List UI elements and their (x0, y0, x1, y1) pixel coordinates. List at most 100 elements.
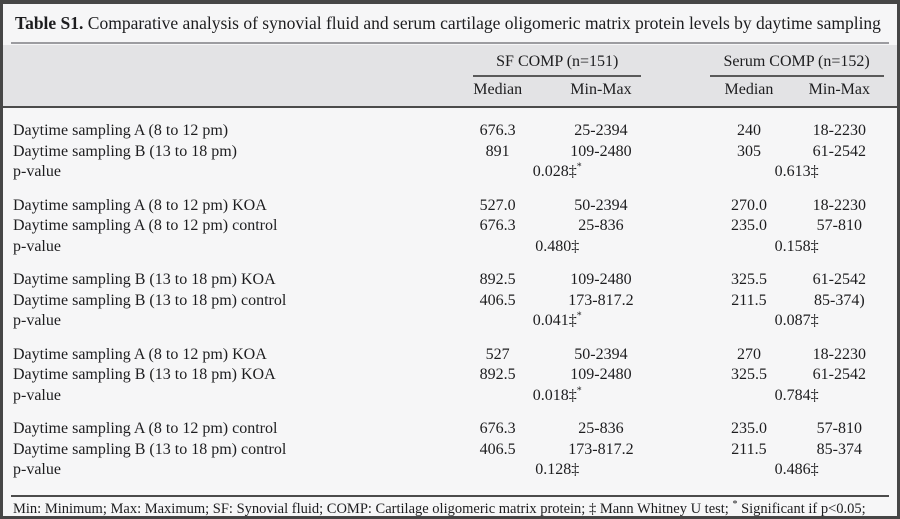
col-header-serum-minmax: Min-Max (808, 81, 870, 98)
footnote-text: Significant if p<0.05; KOA: Knee osteoar… (741, 500, 866, 517)
column-gap (661, 162, 707, 183)
serum-median-value: 270.0 (730, 196, 767, 214)
table-caption: Table S1. Comparative analysis of synovi… (3, 4, 897, 39)
sf-minmax-value: 173-817.2 (568, 291, 634, 309)
sf-p-value: 0.028‡* (532, 161, 582, 180)
table-row: Daytime sampling B (13 to 18 pm) KOA 892… (3, 270, 897, 291)
table-row: Daytime sampling A (8 to 12 pm) KOA 527 … (3, 345, 897, 366)
table-row: Daytime sampling A (8 to 12 pm) 676.3 25… (3, 121, 897, 142)
column-gap (661, 419, 707, 440)
caption-divider (11, 42, 889, 44)
column-gap (661, 311, 707, 332)
empty-header-cell (13, 51, 454, 77)
sf-median-value: 676.3 (479, 122, 516, 139)
table-row: Daytime sampling A (8 to 12 pm) KOA 527.… (3, 196, 897, 217)
serum-minmax-value: 85-374 (816, 440, 862, 458)
serum-median-value: 325.5 (730, 271, 767, 288)
column-group-serum-label: Serum COMP (n=152) (723, 53, 870, 70)
sf-median-value: 892.5 (479, 366, 516, 383)
serum-minmax-value: 85-374) (814, 291, 865, 309)
sf-minmax-value: 109-2480 (570, 366, 632, 383)
column-gap (661, 216, 707, 237)
column-gap (661, 79, 707, 101)
footnote-text: Min: Minimum; Max: Maximum; SF: Synovial… (13, 500, 733, 517)
serum-median-value: 240 (736, 122, 761, 139)
serum-minmax-value: 18-2230 (812, 345, 866, 363)
sf-minmax-value: 25-2394 (574, 122, 628, 139)
sf-minmax-value: 25-836 (578, 217, 624, 234)
sf-p-value: 0.480‡ (535, 237, 580, 255)
comparison-block: Daytime sampling A (8 to 12 pm) KOA 527 … (3, 345, 897, 407)
table-row: Daytime sampling B (13 to 18 pm) control… (3, 440, 897, 461)
table-number-label: Table S1. (15, 13, 84, 33)
column-group-serum: Serum COMP (n=152) (706, 51, 887, 77)
sf-group-underline (473, 75, 642, 77)
empty-header-cell (13, 79, 454, 101)
serum-p-value: 0.158‡ (774, 237, 819, 255)
row-label: Daytime sampling A (8 to 12 pm) KOA (13, 345, 267, 363)
sf-p-value: 0.128‡ (535, 461, 580, 478)
row-label: Daytime sampling B (13 to 18 pm) KOA (13, 366, 276, 383)
sf-median-value: 676.3 (479, 420, 516, 437)
column-subheader-row: Median Min-Max Median Min-Max (3, 79, 897, 101)
column-group-sf: SF COMP (n=151) (454, 51, 661, 77)
sf-median-value: 892.5 (479, 271, 516, 288)
p-value-row: p-value 0.028‡* 0.613‡ (3, 162, 897, 183)
column-gap (661, 142, 707, 163)
table-caption-text: Comparative analysis of synovial fluid a… (83, 13, 881, 33)
serum-median-value: 270 (736, 345, 761, 363)
serum-group-underline (709, 75, 884, 77)
sf-minmax-value: 25-836 (578, 420, 624, 437)
column-gap (661, 291, 707, 312)
column-gap (661, 386, 707, 407)
comparison-block: Daytime sampling A (8 to 12 pm) 676.3 25… (3, 121, 897, 183)
sf-minmax-value: 173-817.2 (568, 440, 634, 458)
significance-marker: * (732, 498, 738, 510)
row-label: Daytime sampling B (13 to 18 pm) KOA (13, 271, 276, 288)
significance-marker: * (576, 161, 582, 173)
p-value-label: p-value (13, 237, 61, 255)
sf-median-value: 527.0 (479, 196, 516, 214)
p-value-row: p-value 0.041‡* 0.087‡ (3, 311, 897, 332)
comparison-block: Daytime sampling A (8 to 12 pm) KOA 527.… (3, 196, 897, 258)
p-value-label: p-value (13, 163, 61, 180)
significance-marker: * (576, 385, 582, 397)
serum-p-value: 0.486‡ (774, 461, 819, 478)
column-group-row: SF COMP (n=151) Serum COMP (n=152) (3, 51, 897, 77)
serum-minmax-value: 61-2542 (812, 366, 866, 383)
serum-p-value: 0.613‡ (774, 163, 819, 180)
table-row: Daytime sampling B (13 to 18 pm) 891 109… (3, 142, 897, 163)
sf-median-value: 527 (485, 345, 510, 363)
row-label: Daytime sampling A (8 to 12 pm) KOA (13, 196, 267, 214)
serum-minmax-value: 18-2230 (812, 196, 866, 214)
column-gap (661, 51, 707, 77)
comparison-block: Daytime sampling A (8 to 12 pm) control … (3, 419, 897, 481)
serum-minmax-value: 57-810 (816, 217, 862, 234)
sf-median-value: 406.5 (479, 291, 516, 309)
table-header: SF COMP (n=151) Serum COMP (n=152) Media… (3, 45, 897, 108)
p-value-row: p-value 0.018‡* 0.784‡ (3, 386, 897, 407)
significance-marker: * (576, 310, 582, 322)
row-label: Daytime sampling A (8 to 12 pm) control (13, 217, 278, 234)
row-label: Daytime sampling B (13 to 18 pm) control (13, 440, 287, 458)
col-header-serum-median: Median (724, 81, 774, 98)
serum-median-value: 325.5 (730, 366, 767, 383)
sf-minmax-value: 109-2480 (570, 271, 632, 288)
col-header-sf-median: Median (473, 81, 523, 98)
column-gap (661, 365, 707, 386)
serum-p-value: 0.087‡ (774, 312, 819, 329)
sf-minmax-value: 109-2480 (570, 142, 632, 160)
table-row: Daytime sampling A (8 to 12 pm) control … (3, 216, 897, 237)
table-row: Daytime sampling A (8 to 12 pm) control … (3, 419, 897, 440)
row-label: Daytime sampling A (8 to 12 pm) control (13, 420, 278, 437)
column-gap (661, 440, 707, 461)
column-gap (661, 121, 707, 142)
table-row: Daytime sampling B (13 to 18 pm) KOA 892… (3, 365, 897, 386)
serum-median-value: 235.0 (730, 420, 767, 437)
table-body: Daytime sampling A (8 to 12 pm) 676.3 25… (3, 108, 897, 481)
serum-median-value: 211.5 (731, 291, 767, 309)
serum-minmax-value: 57-810 (816, 420, 862, 437)
p-value-label: p-value (13, 461, 61, 478)
serum-median-value: 211.5 (731, 440, 767, 458)
serum-median-value: 305 (736, 142, 761, 160)
